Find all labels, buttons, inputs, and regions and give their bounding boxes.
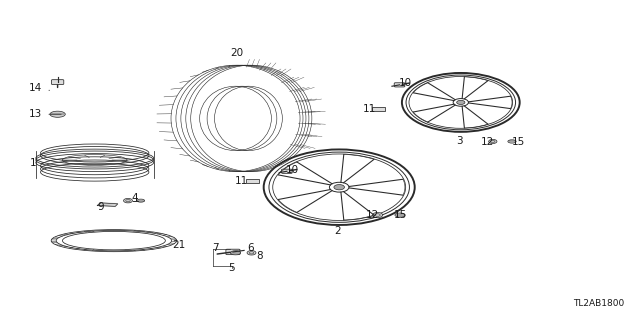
Text: 13: 13: [29, 108, 42, 119]
Circle shape: [334, 185, 344, 190]
Text: 2: 2: [334, 226, 340, 236]
Ellipse shape: [230, 251, 241, 255]
Text: 8: 8: [256, 251, 262, 261]
FancyBboxPatch shape: [246, 179, 259, 183]
Circle shape: [247, 251, 256, 255]
Text: 20: 20: [230, 48, 243, 58]
Text: 4: 4: [131, 193, 138, 204]
Text: 21: 21: [173, 240, 186, 250]
FancyBboxPatch shape: [372, 107, 385, 111]
FancyBboxPatch shape: [51, 80, 64, 84]
Text: 1: 1: [30, 158, 36, 168]
Ellipse shape: [508, 140, 516, 143]
Text: 12: 12: [481, 137, 494, 148]
Text: 12: 12: [366, 210, 379, 220]
Text: 10: 10: [399, 78, 412, 88]
FancyBboxPatch shape: [282, 169, 292, 173]
Text: 3: 3: [456, 136, 463, 147]
Circle shape: [124, 198, 132, 203]
Text: 6: 6: [248, 243, 254, 253]
Text: 15: 15: [512, 137, 525, 148]
Text: TL2AB1800: TL2AB1800: [573, 299, 624, 308]
FancyBboxPatch shape: [226, 249, 240, 255]
FancyBboxPatch shape: [394, 83, 405, 87]
Ellipse shape: [137, 199, 145, 202]
Circle shape: [457, 100, 465, 104]
Text: 14: 14: [29, 83, 42, 93]
Ellipse shape: [50, 111, 65, 117]
Text: 11: 11: [236, 176, 248, 186]
Text: 5: 5: [228, 263, 235, 273]
Text: 11: 11: [363, 104, 376, 114]
Ellipse shape: [395, 213, 405, 217]
Text: 15: 15: [394, 210, 406, 220]
Text: 10: 10: [286, 164, 299, 175]
Circle shape: [489, 140, 497, 144]
Circle shape: [372, 212, 383, 218]
Polygon shape: [97, 203, 118, 206]
Text: 9: 9: [98, 202, 104, 212]
Text: 7: 7: [212, 243, 219, 253]
